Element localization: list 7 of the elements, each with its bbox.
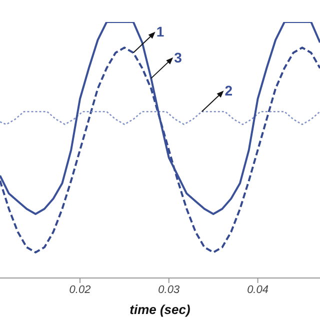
annotation: 1 — [156, 24, 164, 40]
x-tick-label: 0.04 — [247, 284, 268, 296]
annotation: 2 — [224, 82, 233, 99]
annotation: 3 — [174, 49, 182, 66]
x-tick-label: 0.02 — [69, 284, 91, 296]
x-axis-title: time (sec) — [130, 302, 190, 317]
x-tick-label: 0.03 — [158, 284, 180, 296]
